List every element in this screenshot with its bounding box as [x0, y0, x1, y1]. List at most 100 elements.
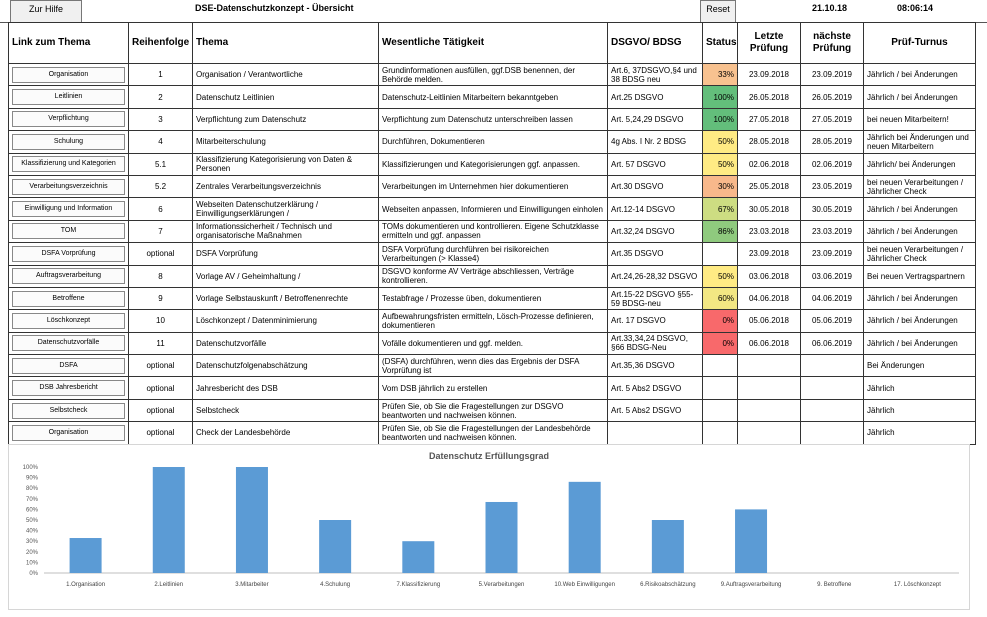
law-cell: Art.24,26-28,32 DSGVO [607, 264, 703, 288]
table-row: Löschkonzept 10 Löschkonzept / Datenminimi… [8, 309, 976, 333]
law-cell: Art.15-22 DSGVO §55-59 BDSG-neu [607, 286, 703, 311]
next-check-cell: 23.03.2019 [800, 219, 864, 244]
last-check-cell: 23.09.2018 [737, 62, 801, 87]
next-check-cell: 26.05.2019 [800, 85, 864, 109]
next-check-cell: 06.06.2019 [800, 331, 864, 356]
header-status: Status [702, 22, 738, 64]
law-cell: Art.30 DSGVO [607, 174, 703, 199]
link-cell: TOM [8, 219, 129, 244]
next-check-cell [800, 421, 864, 445]
status-cell [702, 354, 738, 378]
status-cell: 67% [702, 197, 738, 221]
topic-cell: DSFA Vorprüfung [192, 242, 379, 266]
last-check-cell: 02.06.2018 [737, 152, 801, 176]
topic-link-button[interactable]: Löschkonzept [12, 312, 125, 329]
order-cell: 4 [128, 130, 193, 154]
next-check-cell: 27.05.2019 [800, 107, 864, 132]
law-cell [607, 421, 703, 445]
topic-cell: Zentrales Verarbeitungsverzeichnis [192, 174, 379, 199]
help-button[interactable]: Zur Hilfe [10, 0, 82, 23]
y-tick-label: 30% [26, 539, 39, 545]
header-order: Reihenfolge [128, 22, 193, 64]
topic-link-button[interactable]: Schulung [12, 133, 125, 150]
next-check-cell: 02.06.2019 [800, 152, 864, 176]
topic-link-button[interactable]: Verpflichtung [12, 111, 125, 128]
topic-link-button[interactable]: Verarbeitungsverzeichnis [12, 178, 125, 195]
topic-cell: Webseiten Datenschutzerklärung / Einwill… [192, 197, 379, 221]
topic-link-button[interactable]: Klassifizierung und Kategorien [12, 156, 125, 173]
last-check-cell: 23.03.2018 [737, 219, 801, 244]
topic-cell: Mitarbeiterschulung [192, 130, 379, 154]
link-cell: Datenschutzvorfälle [8, 331, 129, 356]
current-time: 08:06:14 [897, 3, 934, 13]
topic-link-button[interactable]: DSB Jahresbericht [12, 380, 125, 397]
cycle-cell: Jährlich / bei Änderungen [863, 309, 976, 333]
topic-link-button[interactable]: Auftragsverarbeitung [12, 268, 125, 285]
chart-bar [485, 501, 518, 573]
header-link: Link zum Thema [8, 22, 129, 64]
topic-link-button[interactable]: DSFA Vorprüfung [12, 245, 125, 262]
last-check-cell [737, 354, 801, 378]
reset-button[interactable]: Reset [700, 0, 736, 23]
link-cell: Schulung [8, 130, 129, 154]
next-check-cell: 23.09.2019 [800, 62, 864, 87]
topic-link-button[interactable]: Leitlinien [12, 89, 125, 106]
status-cell [702, 376, 738, 400]
topic-cell: Organisation / Verantwortliche [192, 62, 379, 87]
link-cell: Löschkonzept [8, 309, 129, 333]
last-check-cell [737, 376, 801, 400]
topic-link-button[interactable]: Organisation [12, 66, 125, 83]
header-activity: Wesentliche Tätigkeit [378, 22, 608, 64]
cycle-cell: Bei neuen Vertragspartnern [863, 264, 976, 288]
last-check-cell: 28.05.2018 [737, 130, 801, 154]
link-cell: Organisation [8, 421, 129, 445]
activity-cell: Aufbewahrungsfristen ermitteln, Lösch-Pr… [378, 309, 608, 333]
status-cell: 0% [702, 309, 738, 333]
topic-link-button[interactable]: Betroffene [12, 290, 125, 307]
link-cell: DSFA [8, 354, 129, 378]
status-cell: 60% [702, 286, 738, 311]
topic-link-button[interactable]: Einwilligung und Information [12, 201, 125, 218]
link-cell: Verarbeitungsverzeichnis [8, 174, 129, 199]
table-row: Schulung 4 Mitarbeiterschulung Durchführen,… [8, 130, 976, 154]
status-cell [702, 242, 738, 266]
chart-bar [152, 467, 185, 573]
order-cell: 7 [128, 219, 193, 244]
link-cell: Klassifizierung und Kategorien [8, 152, 129, 176]
law-cell: Art.35,36 DSGVO [607, 354, 703, 378]
order-cell: 8 [128, 264, 193, 288]
link-cell: Verpflichtung [8, 107, 129, 132]
topic-link-button[interactable]: Datenschutzvorfälle [12, 335, 125, 352]
law-cell: Art. 17 DSGVO [607, 309, 703, 333]
law-cell: Art.33,34,24 DSGVO, §66 BDSG-Neu [607, 331, 703, 356]
status-cell: 100% [702, 85, 738, 109]
activity-cell: Prüfen Sie, ob Sie die Fragestellungen z… [378, 398, 608, 423]
cycle-cell: Jährlich / bei Änderungen [863, 219, 976, 244]
chart-bar [69, 538, 102, 573]
y-tick-label: 20% [26, 550, 39, 556]
topic-link-button[interactable]: DSFA [12, 357, 125, 374]
cycle-cell: Jährlich [863, 421, 976, 445]
law-cell: Art. 5,24,29 DSGVO [607, 107, 703, 132]
activity-cell: Datenschutz-Leitlinien Mitarbeitern beka… [378, 85, 608, 109]
topic-link-button[interactable]: Selbstcheck [12, 402, 125, 419]
cycle-cell: Jährlich / bei Änderungen [863, 286, 976, 311]
x-tick-label: 6.Risikoabschätzung [640, 582, 695, 588]
table-row: Auftragsverarbeitung 8 Vorlage AV / Geheim… [8, 264, 976, 288]
order-cell: optional [128, 376, 193, 400]
topic-link-button[interactable]: Organisation [12, 424, 125, 441]
order-cell: 5.1 [128, 152, 193, 176]
y-tick-label: 90% [26, 476, 39, 482]
order-cell: 2 [128, 85, 193, 109]
topic-link-button[interactable]: TOM [12, 223, 125, 240]
last-check-cell [737, 421, 801, 445]
y-tick-label: 50% [26, 518, 39, 524]
y-tick-label: 0% [29, 571, 38, 577]
topic-cell: Informationssicherheit / Technisch und o… [192, 219, 379, 244]
last-check-cell: 04.06.2018 [737, 286, 801, 311]
activity-cell: DSFA Vorprüfung durchführen bei risikore… [378, 242, 608, 266]
order-cell: 1 [128, 62, 193, 87]
law-cell: 4g Abs. I Nr. 2 BDSG [607, 130, 703, 154]
link-cell: Organisation [8, 62, 129, 87]
table-row: DSFA optional Datenschutzfolgenabschätzung… [8, 354, 976, 378]
